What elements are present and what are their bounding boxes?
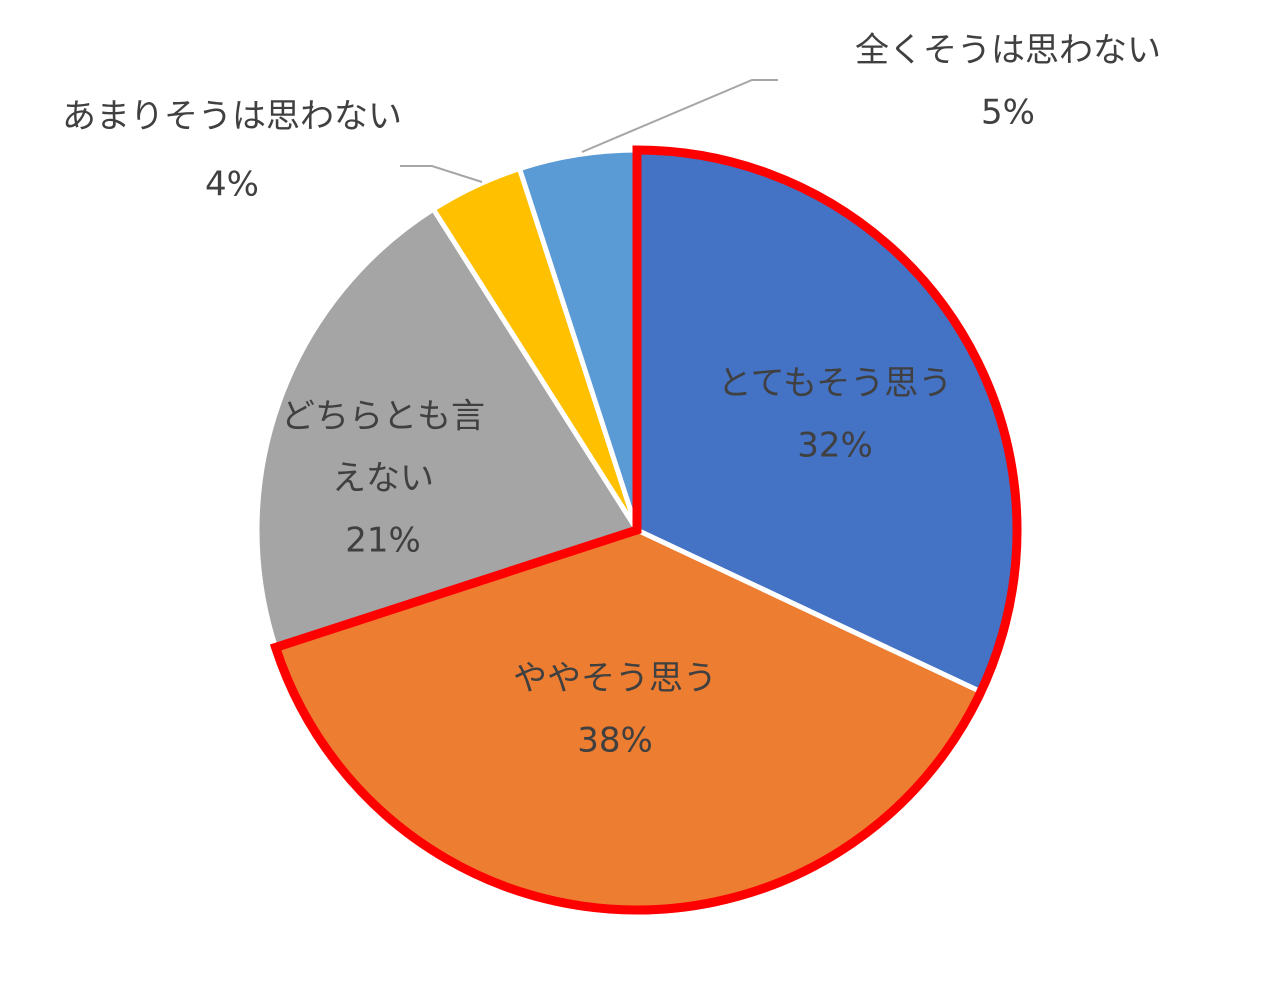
slice-category-label: えない — [332, 459, 434, 499]
data-label-2: ややそう思う 38% — [513, 659, 717, 761]
slice-category-label: とてもそう思う — [718, 364, 953, 404]
slice-value-label: 5% — [981, 93, 1035, 133]
slice-value-label: 32% — [797, 426, 873, 466]
slice-value-label: 21% — [345, 521, 421, 561]
data-label-5: 全くそうは思わない 5% — [855, 31, 1161, 133]
data-label-1: とてもそう思う 32% — [718, 364, 953, 466]
slice-category-label: あまりそうは思わない — [62, 97, 402, 137]
data-label-4: あまりそうは思わない 4% — [62, 97, 402, 205]
slice-value-label: 4% — [205, 165, 259, 205]
slice-category-label: ややそう思う — [513, 659, 717, 699]
pie-slice-3 — [254, 206, 640, 650]
slice-category-label: 全くそうは思わない — [855, 31, 1161, 71]
leader-line-4 — [400, 165, 483, 183]
highlight-outline — [269, 145, 1022, 915]
slice-category-label: どちらとも言 — [281, 397, 485, 437]
slice-value-label: 38% — [577, 721, 653, 761]
leader-line-5 — [581, 79, 778, 153]
